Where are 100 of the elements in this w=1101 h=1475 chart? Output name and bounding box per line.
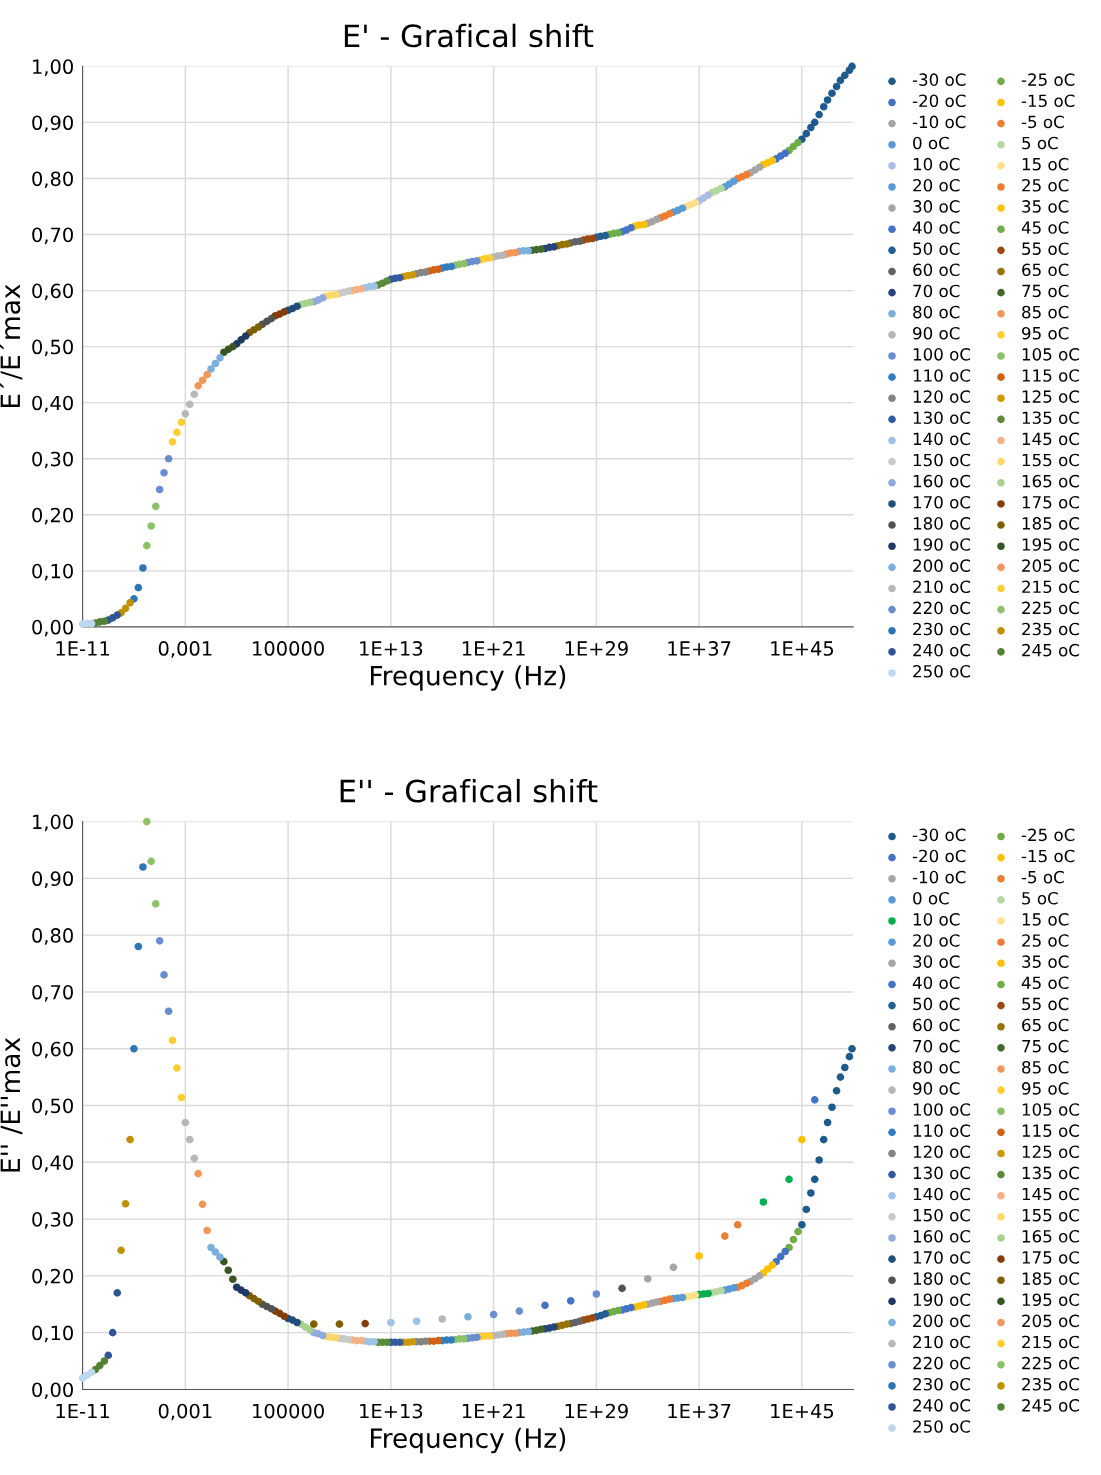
y-tick-label: 0,80	[32, 171, 73, 189]
legend-label: 150 oC	[913, 1208, 971, 1222]
legend-label: 90 oC	[913, 326, 960, 340]
y-axis-title: E'' /E''max	[0, 1037, 23, 1172]
legend-label: -20 oC	[912, 849, 966, 863]
legend-label: 35 oC	[1022, 200, 1069, 213]
x-tick-label: 1E+13	[360, 1403, 423, 1419]
legend-label: 125 oC	[1022, 390, 1080, 403]
legend-label: 20 oC	[913, 934, 960, 947]
x-tick-label: 1E+21	[462, 641, 525, 656]
legend-label: 115 oC	[1022, 369, 1080, 382]
legend-label: 45 oC	[1021, 976, 1069, 990]
legend-label: 60 oC	[913, 1018, 960, 1032]
y-tick-label: 0,50	[32, 1098, 73, 1116]
legend-label: 55 oC	[1022, 997, 1069, 1011]
legend-label: 30 oC	[913, 955, 960, 968]
legend-label: 30 oC	[913, 200, 960, 213]
legend-label: 245 oC	[1022, 1399, 1080, 1412]
y-tick-label: 0,50	[32, 339, 73, 357]
legend-label: 20 oC	[913, 178, 960, 192]
y-tick-label: 0,90	[32, 115, 73, 133]
legend-label: 130 oC	[913, 1166, 971, 1180]
legend-label: 150 oC	[913, 453, 971, 467]
legend-label: 185 oC	[1022, 1272, 1080, 1285]
y-tick-label: 0,40	[32, 395, 73, 413]
legend-label: 215 oC	[1022, 1335, 1080, 1349]
legend-label: 165 oC	[1022, 1230, 1080, 1243]
legend-label: 140 oC	[913, 432, 971, 446]
x-tick-label: 0,001	[158, 1403, 212, 1421]
legend-label: 160 oC	[913, 1230, 971, 1243]
legend-label: 45 oC	[1021, 221, 1069, 234]
legend-label: 230 oC	[913, 622, 971, 636]
legend-label: -15 oC	[1021, 94, 1075, 108]
legend-label: -5 oC	[1021, 870, 1064, 884]
legend-label: 15 oC	[1022, 157, 1069, 171]
x-tick-label: 1E+37	[668, 641, 731, 656]
legend-label: 80 oC	[913, 1060, 960, 1074]
y-tick-label: 0,30	[32, 451, 73, 469]
legend-label: -30 oC	[912, 828, 966, 842]
y-tick-label: 0,60	[32, 283, 73, 301]
legend-label: 220 oC	[913, 1356, 971, 1370]
legend-label: 250 oC	[913, 1420, 971, 1433]
legend-label: 25 oC	[1022, 934, 1069, 947]
legend-label: -10 oC	[912, 115, 966, 129]
legend-label: 240 oC	[913, 1399, 971, 1412]
legend-label: 85 oC	[1022, 1060, 1069, 1074]
legend-label: 5 oC	[1022, 891, 1058, 905]
y-tick-label: 0,00	[32, 619, 73, 637]
legend-label: 205 oC	[1022, 1314, 1080, 1328]
x-tick-label: 1E+21	[462, 1403, 525, 1419]
x-tick-label: 100000	[253, 1403, 324, 1419]
legend-label: 120 oC	[913, 1145, 971, 1159]
legend-label: 215 oC	[1022, 580, 1080, 594]
legend-label: 60 oC	[913, 263, 960, 277]
legend-label: 5 oC	[1022, 136, 1058, 150]
legend-label: 80 oC	[913, 305, 960, 319]
legend-label: 245 oC	[1022, 643, 1080, 657]
legend-label: 170 oC	[913, 495, 971, 509]
legend-label: 210 oC	[913, 580, 971, 594]
legend-label: 200 oC	[913, 1314, 971, 1328]
legend-label: 180 oC	[913, 517, 971, 530]
y-tick-label: 0,20	[32, 1268, 73, 1286]
legend-label: 175 oC	[1022, 1251, 1080, 1264]
legend-label: 100 oC	[913, 348, 971, 361]
legend-label: 100 oC	[913, 1103, 971, 1116]
x-tick-label: 1E-11	[56, 641, 109, 656]
legend-label: 210 oC	[913, 1335, 971, 1349]
legend-label: 145 oC	[1022, 432, 1080, 446]
legend-label: 25 oC	[1022, 178, 1069, 192]
legend-label: 235 oC	[1022, 622, 1080, 636]
y-tick-label: 1,00	[33, 814, 73, 832]
legend-label: 145 oC	[1022, 1187, 1080, 1201]
legend-label: 55 oC	[1022, 242, 1069, 255]
legend-label: 180 oC	[913, 1272, 971, 1285]
legend-label: 135 oC	[1022, 411, 1080, 425]
legend-label: 105 oC	[1022, 348, 1080, 361]
y-tick-label: 0,80	[32, 928, 73, 945]
legend-label: 165 oC	[1022, 474, 1080, 488]
legend-label: 75 oC	[1022, 1039, 1069, 1053]
y-tick-label: 0,90	[32, 871, 73, 889]
legend-label: 225 oC	[1022, 601, 1080, 615]
legend-label: 195 oC	[1022, 1293, 1080, 1307]
legend-label: 95 oC	[1022, 1082, 1069, 1095]
legend-label: 230 oC	[913, 1377, 971, 1391]
legend-label: 35 oC	[1022, 955, 1069, 968]
legend-label: 170 oC	[913, 1251, 971, 1264]
legend-label: 190 oC	[913, 538, 971, 551]
legend-label: 155 oC	[1022, 1208, 1080, 1222]
legend-label: 160 oC	[913, 474, 971, 488]
y-tick-label: 0,30	[32, 1212, 73, 1229]
legend-label: 205 oC	[1022, 559, 1080, 572]
chart-title: E' - Grafical shift	[344, 23, 594, 48]
x-tick-label: 1E+45	[771, 641, 834, 656]
x-axis-title: Frequency (Hz)	[371, 1427, 566, 1454]
legend-label: 85 oC	[1022, 305, 1069, 319]
x-tick-label: 0,001	[158, 641, 212, 658]
legend-label: 70 oC	[913, 1039, 960, 1053]
y-tick-label: 1,00	[33, 59, 73, 77]
legend-label: 110 oC	[913, 1124, 971, 1137]
legend-label: 10 oC	[913, 913, 960, 926]
